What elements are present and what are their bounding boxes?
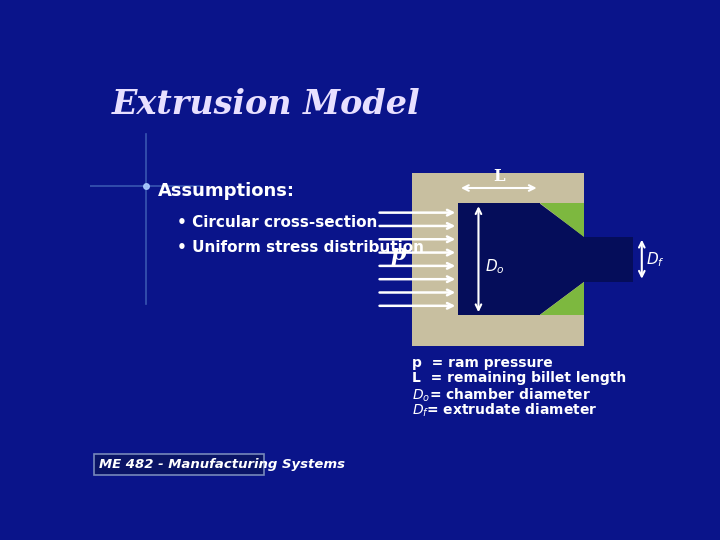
- Text: L: L: [493, 168, 505, 185]
- Polygon shape: [539, 204, 585, 315]
- Text: p: p: [391, 244, 406, 266]
- Text: L  = remaining billet length: L = remaining billet length: [412, 372, 626, 385]
- Text: $D_f$: $D_f$: [647, 250, 665, 268]
- Bar: [412, 173, 585, 346]
- Bar: [585, 237, 632, 281]
- Text: • Circular cross-section: • Circular cross-section: [177, 215, 377, 230]
- Text: $D_f$= extrudate diameter: $D_f$= extrudate diameter: [412, 402, 597, 420]
- Text: Assumptions:: Assumptions:: [158, 182, 295, 200]
- Text: p  = ram pressure: p = ram pressure: [412, 356, 552, 370]
- Text: $D_o$= chamber diameter: $D_o$= chamber diameter: [412, 387, 590, 404]
- Polygon shape: [539, 281, 585, 315]
- Text: ME 482 - Manufacturing Systems: ME 482 - Manufacturing Systems: [99, 458, 346, 471]
- Bar: [458, 204, 539, 315]
- Text: $D_o$: $D_o$: [485, 258, 505, 276]
- Polygon shape: [539, 281, 585, 315]
- Polygon shape: [539, 204, 585, 237]
- Bar: [94, 454, 264, 475]
- Text: Extrusion Model: Extrusion Model: [112, 89, 420, 122]
- Text: • Uniform stress distribution: • Uniform stress distribution: [177, 240, 424, 255]
- Polygon shape: [539, 204, 585, 237]
